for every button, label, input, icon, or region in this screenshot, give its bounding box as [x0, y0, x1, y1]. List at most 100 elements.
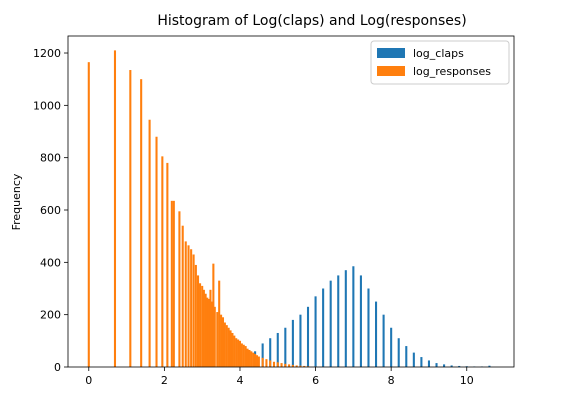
log-responses-bar-26 [212, 263, 215, 367]
log-claps-bar-23 [412, 352, 415, 367]
log-responses-bar-61 [299, 365, 302, 367]
log-responses-bar-21 [204, 293, 207, 367]
log-claps-bar-14 [344, 270, 347, 367]
log-responses-bar-23 [207, 298, 210, 367]
log-claps-bar-24 [420, 357, 423, 367]
y-tick-label-1: 200 [40, 309, 61, 322]
log-responses-bar-30 [220, 314, 223, 367]
log-claps-bar-12 [329, 280, 332, 367]
log-responses-bar-13 [187, 245, 190, 367]
log-claps-bar-28 [450, 365, 453, 367]
log-responses-bar-32 [223, 322, 226, 367]
log-responses-bar-62 [303, 365, 306, 367]
x-tick-label-2: 4 [236, 374, 243, 387]
x-tick-label-0: 0 [85, 374, 92, 387]
log-claps-bar-13 [337, 275, 340, 367]
log-responses-bar-56 [280, 363, 283, 367]
y-tick-label-0: 0 [54, 361, 61, 374]
log-responses-bar-28 [216, 312, 219, 367]
y-tick-label-6: 1200 [33, 47, 61, 60]
log-responses-bar-34 [227, 327, 230, 367]
log-responses-bar-40 [238, 340, 242, 367]
log-responses-bar-52 [265, 359, 268, 367]
log-claps-bar-16 [359, 275, 362, 367]
log-claps-bar-8 [299, 314, 302, 367]
log-claps-bar-17 [367, 288, 370, 367]
log-responses-bar-48 [254, 353, 257, 367]
log-claps-bar-29 [458, 365, 461, 367]
y-axis-label: Frequency [10, 173, 23, 230]
log-responses-bar-54 [272, 361, 276, 367]
series-log-responses [87, 50, 325, 368]
plot-frame [67, 35, 515, 368]
log-claps-bar-22 [405, 346, 408, 367]
log-responses-bar-4 [148, 119, 151, 367]
log-responses-bar-55 [276, 362, 279, 367]
x-tick-label-4: 8 [388, 374, 395, 387]
log-responses-bar-20 [202, 289, 205, 367]
log-claps-bar-3 [261, 343, 264, 367]
log-responses-bar-57 [284, 363, 287, 367]
bars-group [87, 50, 491, 368]
log-responses-bar-6 [161, 156, 164, 367]
log-responses-bar-9 [172, 200, 175, 367]
log-responses-bar-38 [235, 338, 238, 367]
log-responses-bar-36 [231, 332, 234, 367]
log-claps-bar-11 [322, 288, 325, 367]
log-responses-bar-19 [201, 285, 204, 367]
log-responses-bar-3 [140, 79, 143, 368]
x-tick-label-3: 6 [312, 374, 319, 387]
log-responses-bar-45 [248, 349, 251, 367]
log-responses-bar-12 [184, 241, 187, 367]
log-claps-bar-6 [284, 327, 287, 367]
y-tick-label-5: 1000 [33, 99, 61, 112]
log-responses-bar-17 [196, 275, 200, 367]
y-tick-label-2: 400 [40, 256, 61, 269]
log-claps-bar-4 [269, 338, 272, 367]
log-responses-bar-33 [225, 325, 228, 367]
legend-swatch-log-claps [377, 48, 405, 58]
log-responses-bar-39 [237, 339, 240, 367]
log-responses-bar-41 [240, 343, 243, 367]
legend-label-log-claps: log_claps [413, 47, 464, 60]
legend-label-log-responses: log_responses [413, 65, 491, 78]
series-log-claps [238, 266, 491, 367]
log-responses-bar-16 [194, 264, 197, 367]
legend-box [370, 40, 510, 85]
log-claps-bar-21 [397, 338, 400, 367]
log-responses-bar-24 [209, 289, 212, 367]
x-tick-label-1: 2 [161, 374, 168, 387]
log-claps-bar-27 [443, 364, 446, 367]
log-responses-bar-42 [242, 344, 245, 367]
y-tick-label-3: 600 [40, 204, 61, 217]
log-claps-bar-33 [488, 365, 491, 367]
log-responses-bar-59 [291, 364, 294, 367]
log-responses-bar-37 [233, 335, 236, 367]
log-claps-bar-9 [306, 306, 310, 367]
log-responses-bar-50 [257, 356, 260, 367]
log-responses-bar-2 [129, 70, 132, 368]
log-claps-bar-26 [435, 363, 438, 367]
log-responses-bar-31 [221, 317, 225, 367]
log-claps-bar-18 [375, 301, 378, 367]
legend: log_claps log_responses [370, 40, 510, 85]
x-tick-label-5: 10 [460, 374, 474, 387]
log-claps-bar-20 [390, 327, 393, 367]
chart-title: Histogram of Log(claps) and Log(response… [157, 13, 466, 29]
log-responses-bar-14 [190, 249, 193, 367]
log-responses-bar-44 [246, 348, 249, 367]
log-responses-bar-15 [192, 254, 195, 367]
log-responses-bar-47 [252, 352, 255, 367]
log-responses-bar-29 [218, 280, 221, 367]
log-responses-bar-53 [269, 360, 272, 367]
log-responses-bar-51 [261, 357, 264, 367]
log-claps-bar-25 [427, 360, 430, 367]
log-responses-bar-5 [155, 136, 158, 367]
log-responses-bar-49 [255, 355, 259, 367]
log-claps-bar-10 [314, 296, 317, 367]
y-tick-label-4: 800 [40, 152, 61, 165]
log-claps-bar-15 [352, 266, 355, 367]
log-claps-bar-7 [291, 319, 294, 367]
log-responses-bar-46 [250, 351, 253, 367]
log-responses-bar-25 [210, 301, 213, 367]
